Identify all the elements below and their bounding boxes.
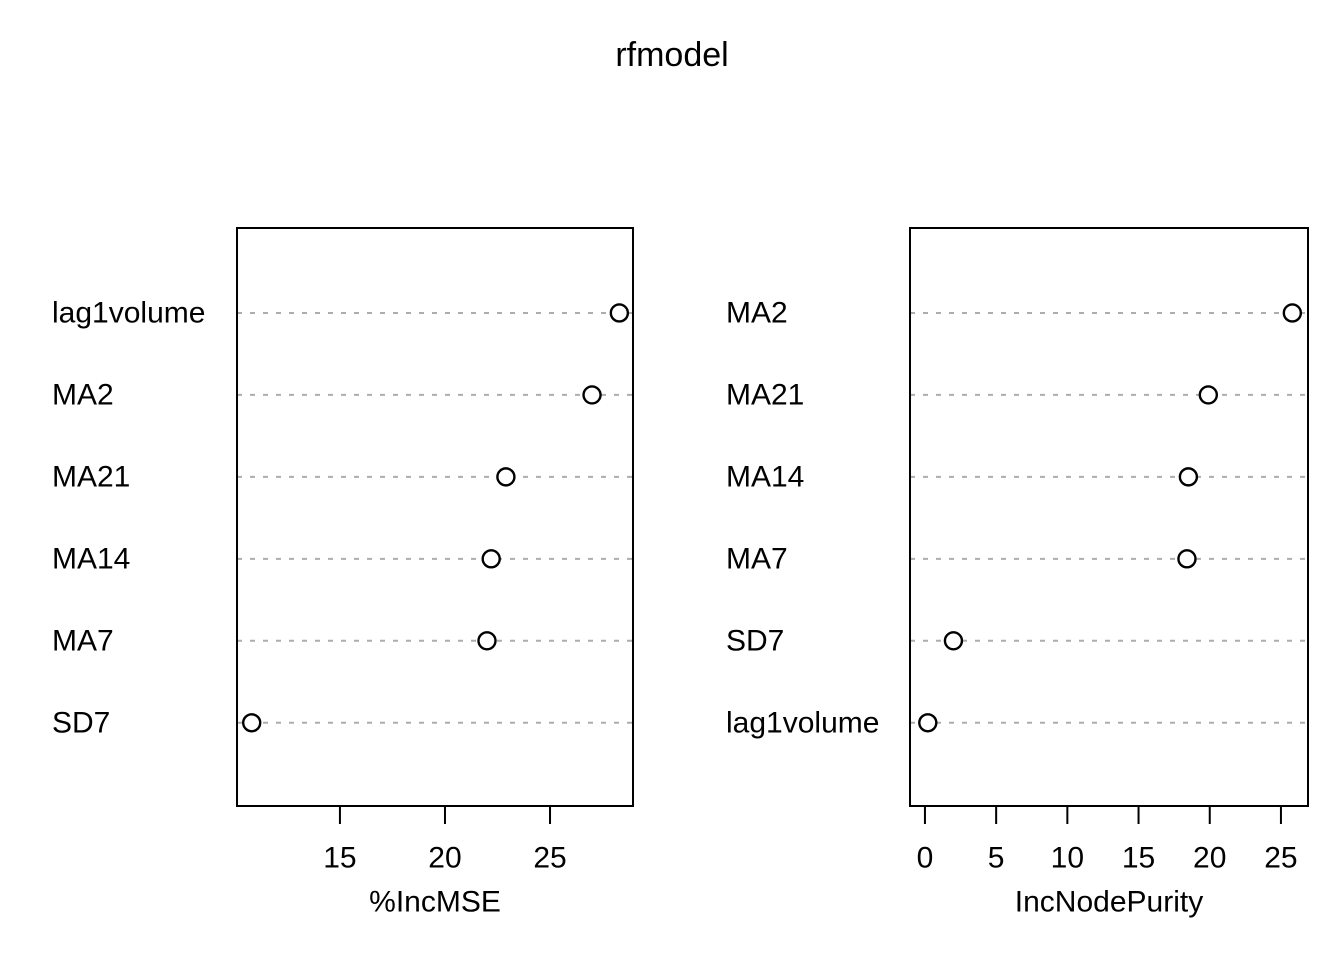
x-axis-label: %IncMSE xyxy=(369,886,501,919)
chart-panel-incnodepurity: MA2 MA21 MA14 MA7 SD7 lag1volume 0 5 10 15 20 25 Inc… xyxy=(726,227,1309,919)
category-label-MA21: MA21 xyxy=(52,460,130,493)
x-axis-tick-label: 20 xyxy=(1193,842,1226,875)
x-axis-tick-label: 25 xyxy=(533,842,566,875)
data-point-SD7 xyxy=(943,631,964,651)
data-point-MA2 xyxy=(1282,303,1303,323)
data-point-MA7 xyxy=(477,631,497,651)
chart-panel-incmse: lag1volume MA2 MA21 MA14 MA7 SD7 15 20 25 %IncMSE xyxy=(52,227,634,919)
category-label-SD7: SD7 xyxy=(52,706,110,739)
x-axis-tick-label: 5 xyxy=(988,842,1005,875)
category-label-lag1volume: lag1volume xyxy=(52,296,205,329)
data-point-MA14 xyxy=(481,549,501,569)
data-point-MA21 xyxy=(496,467,516,487)
x-axis-tick-label: 25 xyxy=(1264,842,1297,875)
category-label-MA2: MA2 xyxy=(726,296,788,329)
plot-title: rfmodel xyxy=(615,36,729,74)
category-label-MA21: MA21 xyxy=(726,378,804,411)
category-label-MA14: MA14 xyxy=(726,460,804,493)
x-axis-tick-label: 10 xyxy=(1051,842,1084,875)
category-label-MA14: MA14 xyxy=(52,542,130,575)
category-label-MA7: MA7 xyxy=(52,624,114,657)
x-axis-tick-label: 0 xyxy=(917,842,934,875)
data-point-lag1volume xyxy=(918,713,938,733)
x-axis-tick-label: 20 xyxy=(428,842,461,875)
x-axis-label: IncNodePurity xyxy=(1015,886,1203,919)
category-label-MA2: MA2 xyxy=(52,378,114,411)
data-point-MA7 xyxy=(1177,549,1197,569)
category-label-lag1volume: lag1volume xyxy=(726,706,879,739)
data-point-lag1volume xyxy=(609,303,630,323)
data-point-SD7 xyxy=(242,713,262,733)
data-point-MA14 xyxy=(1178,467,1199,487)
category-label-MA7: MA7 xyxy=(726,542,788,575)
data-point-MA21 xyxy=(1198,385,1219,405)
x-axis-tick-label: 15 xyxy=(1122,842,1155,875)
plot-box xyxy=(236,227,634,807)
category-label-SD7: SD7 xyxy=(726,624,784,657)
x-axis-tick-label: 15 xyxy=(323,842,356,875)
plot-box xyxy=(909,227,1309,807)
data-point-MA2 xyxy=(582,385,602,405)
